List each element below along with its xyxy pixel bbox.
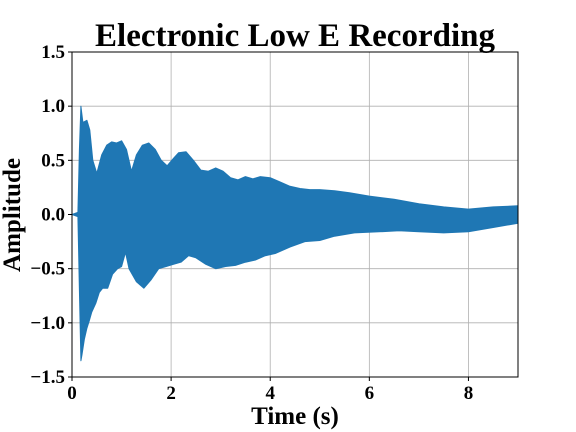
x-tick-label: 0 — [67, 383, 77, 404]
y-tick-label: −1.5 — [30, 367, 65, 388]
y-axis-ticks: 1.5 1.0 0.5 0.0 −0.5 −1.0 −1.5 — [30, 42, 72, 388]
y-tick-label: 1.5 — [41, 42, 65, 63]
chart-title: Electronic Low E Recording — [95, 18, 495, 54]
x-tick-label: 2 — [166, 383, 176, 404]
y-tick-label: 0.0 — [41, 205, 65, 226]
y-axis-label: Amplitude — [0, 158, 26, 272]
x-tick-label: 8 — [464, 383, 474, 404]
x-axis-ticks: 0 2 4 6 8 — [67, 377, 473, 404]
x-tick-label: 4 — [265, 383, 275, 404]
y-tick-label: −0.5 — [30, 259, 65, 280]
y-tick-label: 0.5 — [41, 150, 65, 171]
waveform-area — [71, 105, 519, 362]
y-tick-label: −1.0 — [30, 313, 65, 334]
x-tick-label: 6 — [365, 383, 375, 404]
x-axis-label: Time (s) — [251, 403, 339, 430]
y-tick-label: 1.0 — [41, 96, 65, 117]
